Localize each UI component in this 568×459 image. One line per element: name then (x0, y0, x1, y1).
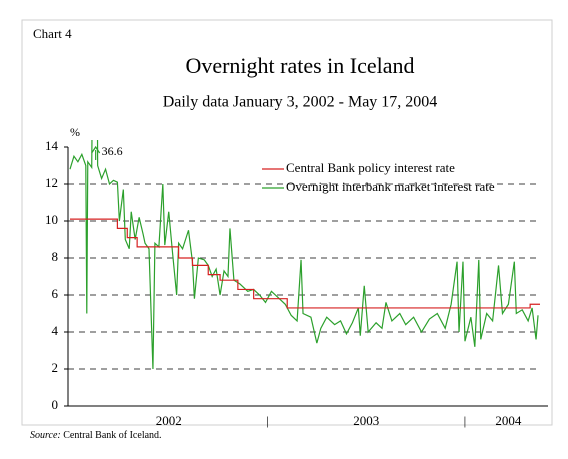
x-tick-label: | (266, 413, 269, 428)
y-tick-label: 12 (45, 175, 58, 190)
chart-label: Chart 4 (33, 26, 72, 41)
series-line (69, 140, 539, 370)
x-tick-label: 2004 (495, 413, 522, 428)
legend-label: Overnight interbank market interest rate (286, 179, 495, 194)
chart-title: Overnight rates in Iceland (185, 53, 414, 78)
x-tick-label: | (464, 413, 467, 428)
series-line (70, 218, 540, 309)
y-tick-label: 14 (45, 138, 59, 153)
legend-label: Central Bank policy interest rate (286, 160, 455, 175)
y-tick-label: 2 (52, 360, 59, 375)
y-tick-label: 10 (45, 212, 58, 227)
y-axis-label: % (70, 125, 80, 139)
y-tick-label: 4 (52, 323, 59, 338)
frame (21, 19, 553, 426)
x-tick-label: 2003 (353, 413, 379, 428)
source-text: Central Bank of Iceland. (63, 430, 161, 441)
source-note: Source: Central Bank of Iceland. (30, 430, 162, 441)
y-tick-label: 6 (52, 286, 59, 301)
chart-subtitle: Daily data January 3, 2002 - May 17, 200… (163, 94, 438, 111)
source-label: Source: (30, 430, 61, 441)
y-tick-label: 8 (52, 249, 59, 264)
plot-area (69, 140, 540, 370)
annotation-arrowhead (91, 145, 101, 154)
annotation: 36.6 (102, 144, 123, 158)
y-tick-label: 0 (52, 397, 59, 412)
x-tick-label: 2002 (156, 413, 182, 428)
